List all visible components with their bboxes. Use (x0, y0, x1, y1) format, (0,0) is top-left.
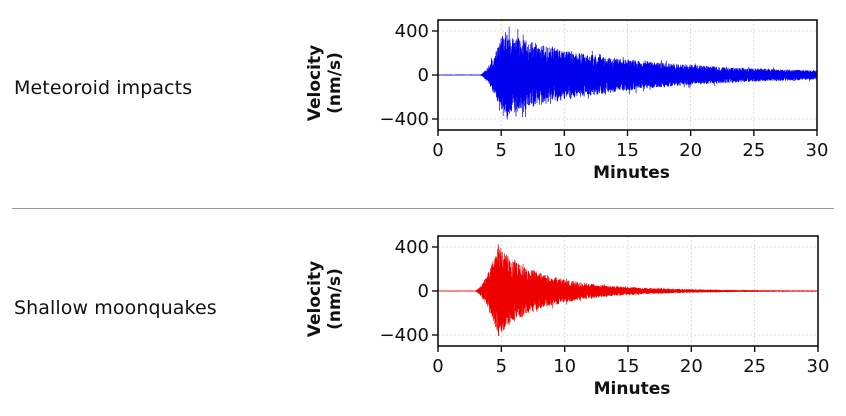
y-tick-label: 400 (395, 21, 429, 42)
series-line-0 (437, 26, 818, 120)
x-axis-title: Minutes (593, 163, 670, 183)
y-axis-title: (nm/s) (325, 52, 345, 114)
x-tick-label: 10 (553, 140, 576, 161)
x-tick-label: 15 (617, 356, 640, 377)
x-tick-label: 5 (495, 140, 506, 161)
x-tick-label: 15 (616, 140, 639, 161)
x-tick-label: 5 (496, 356, 507, 377)
y-tick-label: 0 (418, 65, 429, 86)
row-label-meteoroid-impacts: Meteoroid impacts (14, 77, 193, 99)
x-tick-label: 0 (432, 140, 443, 161)
x-tick-label: 20 (679, 140, 702, 161)
section-divider (12, 208, 834, 209)
x-tick-label: 30 (806, 140, 829, 161)
x-tick-label: 0 (432, 356, 443, 377)
x-tick-label: 20 (680, 356, 703, 377)
y-axis-title: Velocity (305, 261, 325, 337)
y-tick-label: −400 (380, 109, 429, 130)
x-tick-label: 30 (807, 356, 830, 377)
y-tick-label: 400 (395, 237, 429, 258)
x-tick-label: 10 (553, 356, 576, 377)
y-tick-label: −400 (380, 325, 429, 346)
row-label-shallow-moonquakes: Shallow moonquakes (14, 297, 217, 319)
y-axis-title: (nm/s) (325, 268, 345, 330)
series-line-1 (437, 244, 819, 337)
y-axis-title: Velocity (305, 45, 325, 121)
y-tick-label: 0 (418, 281, 429, 302)
x-tick-label: 25 (743, 356, 766, 377)
x-tick-label: 25 (742, 140, 765, 161)
x-axis-title: Minutes (594, 379, 671, 399)
